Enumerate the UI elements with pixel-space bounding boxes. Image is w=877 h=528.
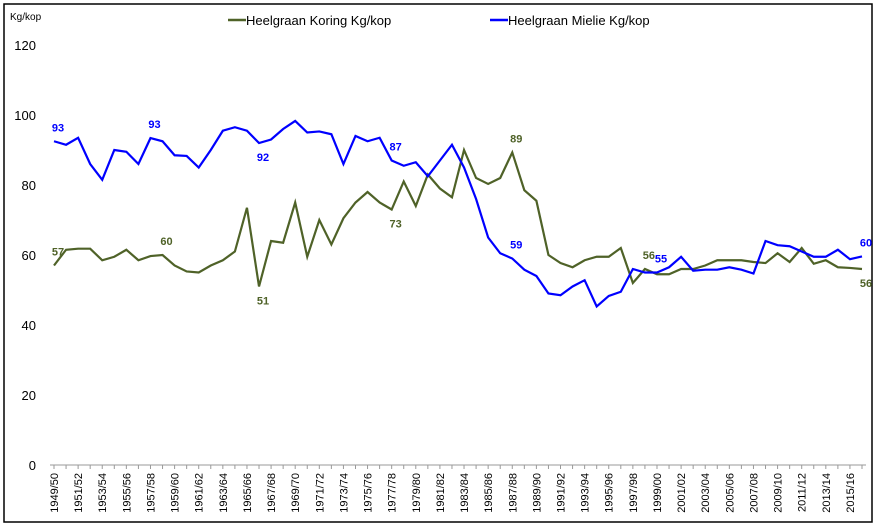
y-tick-label: 80	[22, 178, 36, 193]
data-label: 73	[390, 219, 402, 231]
x-tick-label: 2007/08	[748, 473, 760, 513]
data-label: 60	[860, 237, 872, 249]
legend-label: Heelgraan Mielie Kg/kop	[508, 13, 650, 28]
data-label: 57	[52, 247, 64, 259]
x-tick-label: 1969/70	[290, 473, 302, 513]
y-tick-label: 0	[29, 458, 36, 473]
data-label: 87	[390, 142, 402, 154]
series-line	[53, 146, 863, 287]
x-tick-label: 1961/62	[194, 473, 206, 513]
data-label: 59	[510, 240, 522, 252]
data-label: 56	[643, 250, 655, 262]
x-tick-label: 1951/52	[73, 473, 85, 513]
y-tick-label: 120	[14, 38, 36, 53]
x-tick-label: 1949/50	[49, 473, 61, 513]
x-tick-label: 2011/12	[797, 473, 809, 512]
x-tick-label: 2013/14	[821, 473, 833, 513]
x-tick-label: 1967/68	[266, 473, 278, 513]
x-tick-label: 2001/02	[676, 473, 688, 513]
x-tick-label: 1983/84	[459, 473, 471, 513]
x-tick-label: 1977/78	[387, 473, 399, 513]
data-label: 93	[52, 122, 64, 134]
x-tick-label: 1975/76	[363, 473, 375, 513]
x-tick-label: 1957/58	[145, 473, 157, 513]
x-tick-label: 1985/86	[483, 473, 495, 513]
data-label: 51	[257, 296, 269, 308]
x-tick-label: 2003/04	[700, 473, 712, 513]
x-tick-label: 1959/60	[170, 473, 182, 513]
data-label: 60	[160, 236, 172, 248]
y-unit-label: Kg/kop	[10, 12, 42, 23]
x-tick-label: 2015/16	[845, 473, 857, 513]
data-label: 56	[860, 278, 872, 290]
y-tick-label: 20	[22, 388, 36, 403]
x-tick-label: 1991/92	[556, 473, 568, 513]
x-tick-label: 1995/96	[604, 473, 616, 513]
x-tick-label: 1965/66	[242, 473, 254, 513]
x-tick-label: 1981/82	[435, 473, 447, 513]
x-tick-label: 1987/88	[507, 473, 519, 513]
y-tick-label: 40	[22, 318, 36, 333]
x-tick-label: 1989/90	[531, 473, 543, 513]
legend-label: Heelgraan Koring Kg/kop	[246, 13, 391, 28]
y-tick-label: 60	[22, 248, 36, 263]
x-tick-label: 1963/64	[218, 473, 230, 513]
series-line	[53, 119, 863, 309]
data-label: 93	[148, 119, 160, 131]
y-tick-label: 100	[14, 108, 36, 123]
x-tick-label: 1997/98	[628, 473, 640, 513]
x-tick-label: 1999/00	[652, 473, 664, 513]
data-label: 92	[257, 152, 269, 164]
x-tick-label: 1953/54	[97, 473, 109, 513]
x-tick-label: 1993/94	[580, 473, 592, 513]
data-label: 89	[510, 133, 522, 145]
x-tick-label: 2009/10	[773, 473, 785, 513]
x-tick-label: 1971/72	[314, 473, 326, 513]
chart-border	[3, 3, 873, 523]
x-tick-label: 1973/74	[338, 473, 350, 513]
x-tick-label: 1955/56	[121, 473, 133, 513]
x-tick-label: 2005/06	[724, 473, 736, 513]
data-label: 55	[655, 254, 667, 266]
x-tick-label: 1979/80	[411, 473, 423, 513]
